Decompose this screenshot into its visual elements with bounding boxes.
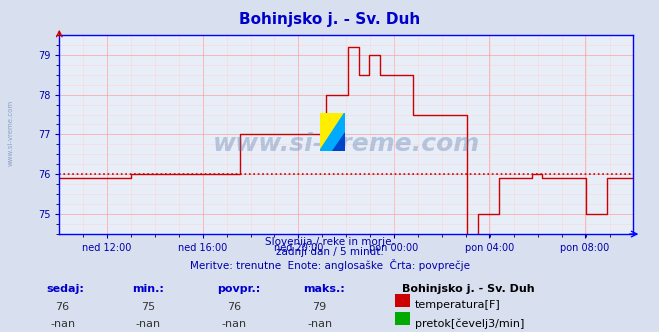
Text: 76: 76 [55,302,70,312]
Text: Bohinjsko j. - Sv. Duh: Bohinjsko j. - Sv. Duh [239,12,420,27]
Text: povpr.:: povpr.: [217,284,261,294]
Text: Slovenija / reke in morje.: Slovenija / reke in morje. [264,237,395,247]
Text: sedaj:: sedaj: [46,284,84,294]
Text: -nan: -nan [50,319,75,329]
Polygon shape [320,113,345,151]
Text: Meritve: trenutne  Enote: anglosaške  Črta: povprečje: Meritve: trenutne Enote: anglosaške Črta… [190,259,469,271]
Text: 79: 79 [312,302,327,312]
Text: pretok[čevelj3/min]: pretok[čevelj3/min] [415,319,525,329]
Text: maks.:: maks.: [303,284,345,294]
Text: min.:: min.: [132,284,163,294]
Text: -nan: -nan [221,319,246,329]
Text: zadnji dan / 5 minut.: zadnji dan / 5 minut. [275,247,384,257]
Text: 76: 76 [227,302,241,312]
Text: -nan: -nan [307,319,332,329]
Text: www.si-vreme.com: www.si-vreme.com [8,100,14,166]
Text: Bohinjsko j. - Sv. Duh: Bohinjsko j. - Sv. Duh [402,284,534,294]
Polygon shape [320,113,345,151]
Polygon shape [332,132,345,151]
Text: 75: 75 [141,302,156,312]
Text: temperatura[F]: temperatura[F] [415,300,501,310]
Text: -nan: -nan [136,319,161,329]
Text: www.si-vreme.com: www.si-vreme.com [212,132,480,156]
